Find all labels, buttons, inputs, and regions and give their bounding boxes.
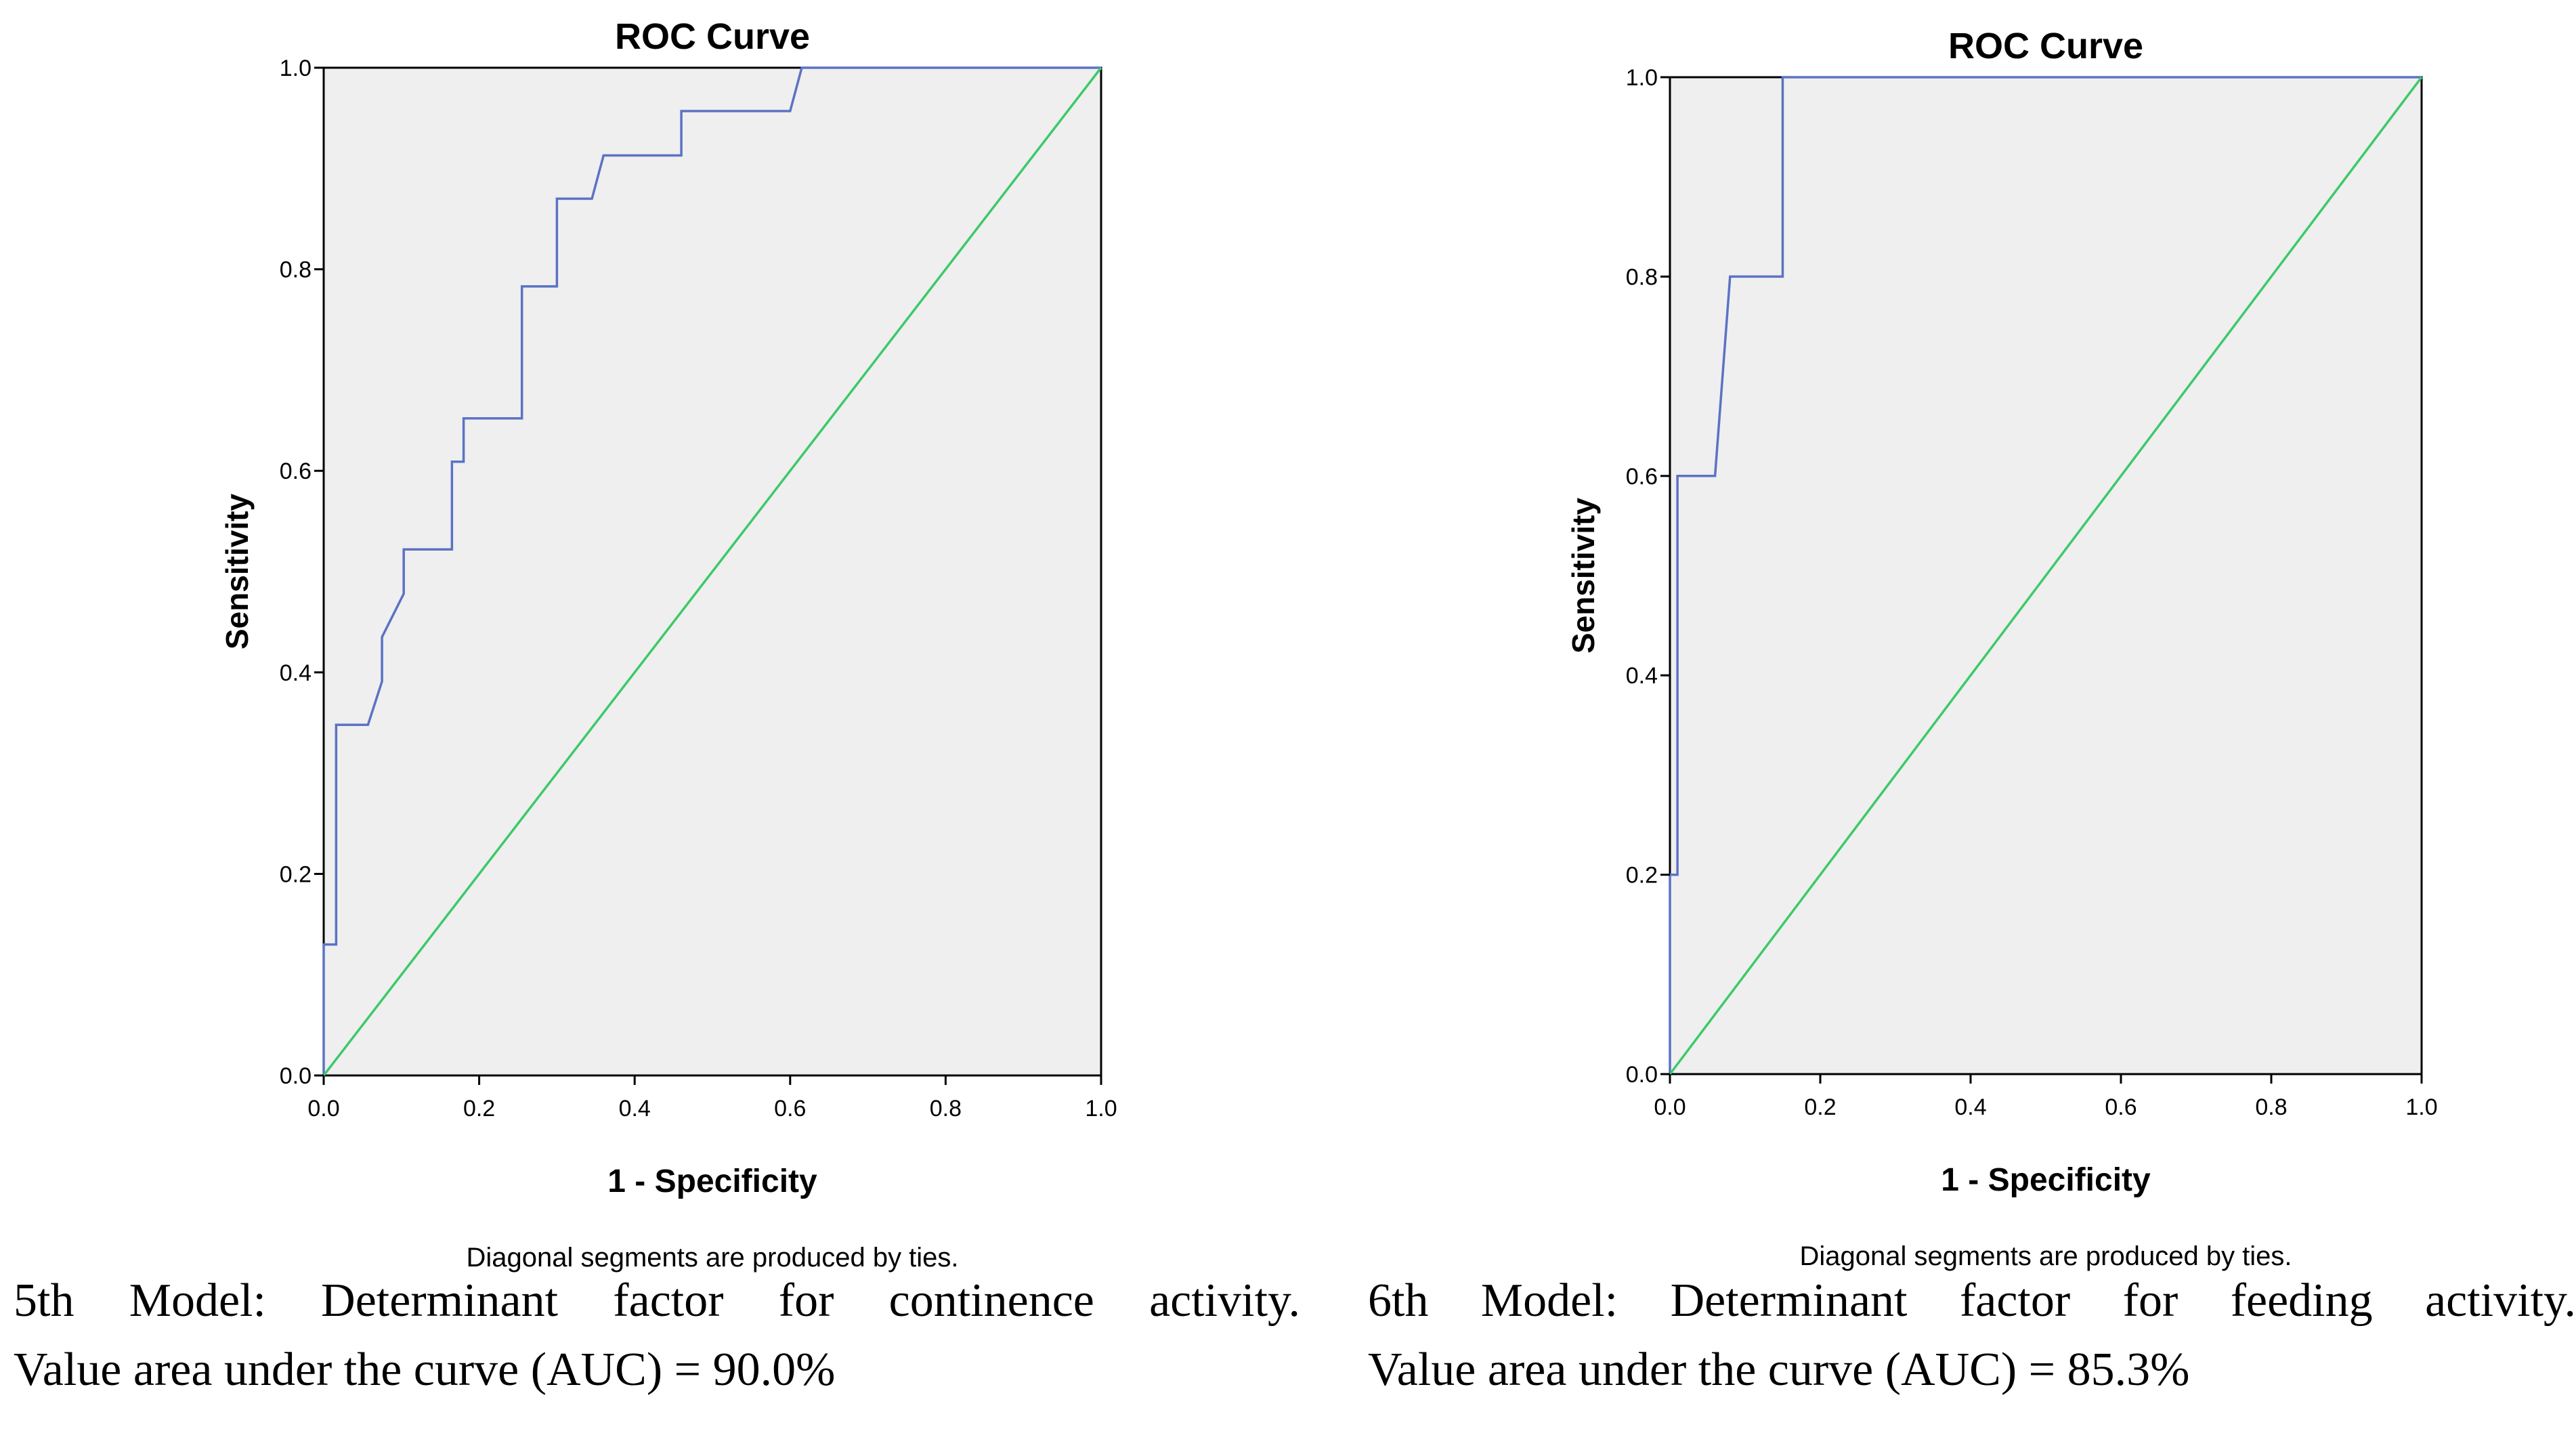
caption-model-title: 5th Model: Determinant factor for contin…: [14, 1275, 1300, 1327]
y-axis-label: Sensitivity: [219, 494, 255, 650]
x-axis-label: 1 - Specificity: [1941, 1162, 2151, 1198]
roc-curve-line: [1669, 76, 2422, 1074]
y-tick-label: 0.8: [280, 257, 312, 283]
x-tick-label: 0.2: [463, 1096, 495, 1122]
x-tick-label: 0.2: [1804, 1094, 1836, 1120]
x-tick-label: 0.0: [307, 1096, 339, 1122]
chart-footnote: Diagonal segments are produced by ties.: [1799, 1241, 2292, 1271]
x-tick-label: 0.4: [1954, 1094, 1986, 1120]
x-tick-label: 0.8: [2255, 1094, 2287, 1120]
x-tick-label: 0.0: [1654, 1094, 1686, 1120]
chart-footnote: Diagonal segments are produced by ties.: [466, 1243, 958, 1273]
y-tick-label: 0.2: [1626, 863, 1658, 889]
roc-panel-left: 0.0 0.2 0.4 0.6 0.8 1.0 0.0 0.2 0.4 0.6 0.8 1.0 ROC …: [0, 0, 1288, 1287]
x-tick-label: 0.8: [930, 1096, 962, 1122]
y-tick-label: 1.0: [280, 56, 312, 81]
caption-model-title: 6th Model: Determinant factor for feedin…: [1368, 1275, 2576, 1327]
chart-title: ROC Curve: [1948, 26, 2143, 66]
roc-curve-line: [322, 66, 1101, 1075]
x-tick-label: 0.6: [2105, 1094, 2137, 1120]
y-tick-label: 0.4: [280, 660, 312, 686]
roc-chart-feeding: 0.0 0.2 0.4 0.6 0.8 1.0 0.0 0.2 0.4 0.6 0.8 1.0 ROC …: [1566, 26, 2438, 1271]
chart-title: ROC Curve: [615, 16, 810, 57]
y-tick-label: 0.0: [280, 1063, 312, 1089]
roc-chart-continence: 0.0 0.2 0.4 0.6 0.8 1.0 0.0 0.2 0.4 0.6 0.8 1.0 ROC …: [219, 16, 1117, 1273]
caption-auc-value: Value area under the curve (AUC) = 85.3%: [1368, 1344, 2190, 1396]
y-tick-label: 0.6: [1626, 464, 1658, 490]
reference-diagonal-line: [1669, 76, 2423, 1075]
roc-panel-right: 0.0 0.2 0.4 0.6 0.8 1.0 0.0 0.2 0.4 0.6 0.8 1.0 ROC …: [1288, 0, 2576, 1287]
y-tick-label: 0.2: [280, 861, 312, 887]
y-tick-label: 0.0: [1626, 1062, 1658, 1088]
x-tick-label: 0.4: [619, 1096, 651, 1122]
x-tick-label: 0.6: [774, 1096, 806, 1122]
caption-continence: 5th Model: Determinant factor for contin…: [14, 1266, 1300, 1405]
x-axis-label: 1 - Specificity: [607, 1163, 817, 1199]
y-axis-label: Sensitivity: [1566, 498, 1601, 654]
y-tick-label: 0.4: [1626, 663, 1658, 689]
reference-diagonal-line: [322, 66, 1102, 1077]
y-tick-label: 0.6: [280, 458, 312, 484]
caption-feeding: 6th Model: Determinant factor for feedin…: [1368, 1266, 2576, 1405]
x-tick-label: 1.0: [1085, 1096, 1117, 1122]
y-tick-label: 1.0: [1626, 65, 1658, 91]
caption-auc-value: Value area under the curve (AUC) = 90.0%: [14, 1344, 836, 1396]
y-tick-label: 0.8: [1626, 264, 1658, 290]
x-tick-label: 1.0: [2405, 1094, 2437, 1120]
